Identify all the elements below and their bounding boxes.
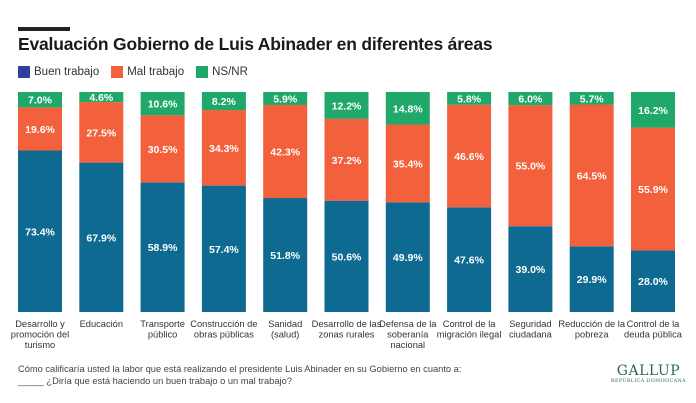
value-label-buen-4: 51.8% (270, 250, 300, 262)
value-label-mal-4: 42.3% (270, 147, 300, 159)
value-label-nsnr-10: 16.2% (638, 105, 668, 117)
bar-mal-6 (385, 124, 430, 203)
value-label-nsnr-4: 5.9% (273, 93, 298, 105)
bar-mal-3 (201, 110, 246, 186)
title-rule (18, 27, 70, 31)
bar-mal-7 (447, 104, 492, 208)
legend-swatch-nsnr (196, 66, 209, 78)
bar-nsnr-10 (631, 92, 675, 128)
category-label-5: Desarrollo de las zonas rurales (312, 319, 382, 340)
legend-swatch-buen (18, 66, 30, 78)
note-line-2: _____ ¿Diría que está haciendo un buen t… (18, 376, 292, 386)
category-label-6: Defensa de la soberanía nacional (379, 319, 437, 350)
category-label-4: Sanidad (salud) (268, 319, 302, 340)
legend-item-mal: Mal trabajo (111, 66, 184, 78)
bar-mal-0 (18, 107, 62, 151)
category-label-2: Transporte público (140, 319, 185, 340)
value-label-buen-7: 47.6% (454, 255, 484, 267)
value-label-buen-10: 28.0% (638, 276, 668, 288)
bar-buen-4 (263, 198, 308, 312)
value-label-mal-2: 30.5% (148, 144, 178, 156)
bar-buen-5 (324, 200, 369, 312)
bar-nsnr-5 (324, 92, 369, 119)
note-line-1: Cómo calificaría usted la labor que está… (18, 364, 462, 374)
value-label-buen-5: 50.6% (332, 251, 362, 263)
value-label-buen-2: 58.9% (148, 242, 178, 254)
logo-sub-text: REPÚBLICA DOMINICANA (610, 379, 686, 384)
bar-buen-2 (140, 182, 185, 312)
value-label-buen-9: 29.9% (577, 274, 607, 286)
bar-nsnr-9 (569, 92, 614, 105)
bar-mal-10 (631, 127, 675, 251)
category-label-10: Control de la deuda pública (624, 319, 683, 340)
value-label-mal-5: 37.2% (332, 155, 362, 167)
bar-mal-4 (263, 104, 308, 199)
bar-buen-1 (79, 162, 124, 312)
value-label-buen-8: 39.0% (516, 264, 546, 276)
value-label-mal-3: 34.3% (209, 143, 239, 155)
bar-nsnr-3 (201, 92, 246, 111)
value-label-mal-10: 55.9% (638, 184, 668, 196)
bar-nsnr-6 (385, 92, 430, 125)
legend-item-buen: Buen trabajo (18, 66, 99, 78)
value-label-buen-1: 67.9% (86, 232, 116, 244)
bar-buen-8 (508, 226, 553, 312)
category-label-3: Construcción de obras públicas (190, 319, 257, 340)
category-label-7: Control de la migración ilegal (437, 319, 502, 340)
bar-buen-9 (569, 246, 614, 312)
gallup-logo: GALLUP REPÚBLICA DOMINICANA (611, 364, 686, 385)
legend-label-mal: Mal trabajo (127, 66, 185, 78)
bar-mal-5 (324, 118, 369, 201)
bar-buen-10 (631, 250, 675, 312)
legend-swatch-mal (111, 66, 124, 78)
bar-nsnr-7 (447, 92, 492, 105)
bar-nsnr-0 (18, 92, 62, 108)
legend-item-nsnr: NS/NR (196, 66, 248, 78)
value-label-nsnr-6: 14.8% (393, 103, 423, 115)
value-label-nsnr-2: 10.6% (148, 99, 178, 111)
value-label-mal-6: 35.4% (393, 158, 423, 170)
value-label-mal-1: 27.5% (86, 127, 116, 139)
bar-buen-3 (201, 185, 246, 312)
value-label-mal-7: 46.6% (454, 151, 484, 163)
value-label-nsnr-5: 12.2% (332, 100, 362, 112)
bar-buen-7 (447, 207, 492, 312)
legend-label-nsnr: NS/NR (212, 66, 248, 78)
bar-mal-2 (140, 115, 185, 183)
value-label-nsnr-1: 4.6% (89, 92, 114, 104)
value-label-nsnr-7: 5.8% (457, 93, 482, 105)
category-label-1: Educación (80, 319, 123, 329)
value-label-nsnr-3: 8.2% (212, 96, 237, 108)
legend: Buen trabajo Mal trabajo NS/NR (18, 66, 260, 78)
bar-mal-1 (79, 102, 124, 163)
value-label-mal-8: 55.0% (516, 161, 546, 173)
value-label-nsnr-0: 7.0% (28, 95, 53, 107)
bar-buen-6 (385, 202, 430, 312)
bar-mal-9 (569, 104, 614, 247)
value-label-nsnr-9: 5.7% (580, 93, 605, 105)
bar-buen-0 (18, 150, 62, 312)
value-label-mal-9: 64.5% (577, 170, 607, 182)
value-label-nsnr-8: 6.0% (518, 94, 543, 106)
chart-title: Evaluación Gobierno de Luis Abinader en … (18, 34, 493, 54)
value-label-buen-6: 49.9% (393, 252, 423, 264)
category-label-0: Desarrollo y promoción del turismo (11, 319, 69, 350)
value-label-buen-0: 73.4% (25, 226, 55, 238)
value-label-mal-0: 19.6% (25, 124, 55, 136)
legend-label-buen: Buen trabajo (34, 66, 100, 78)
bar-nsnr-8 (508, 92, 553, 106)
category-label-8: Seguridad ciudadana (509, 319, 553, 340)
bar-nsnr-2 (140, 92, 185, 116)
bar-nsnr-4 (263, 92, 308, 105)
logo-main-text: GALLUP (616, 363, 681, 379)
bar-nsnr-1 (79, 92, 124, 103)
survey-question-note: Cómo calificaría usted la labor que está… (18, 363, 461, 387)
value-label-buen-3: 57.4% (209, 244, 239, 256)
bar-mal-8 (508, 105, 553, 227)
category-label-9: Reducción de la pobreza (558, 319, 626, 340)
